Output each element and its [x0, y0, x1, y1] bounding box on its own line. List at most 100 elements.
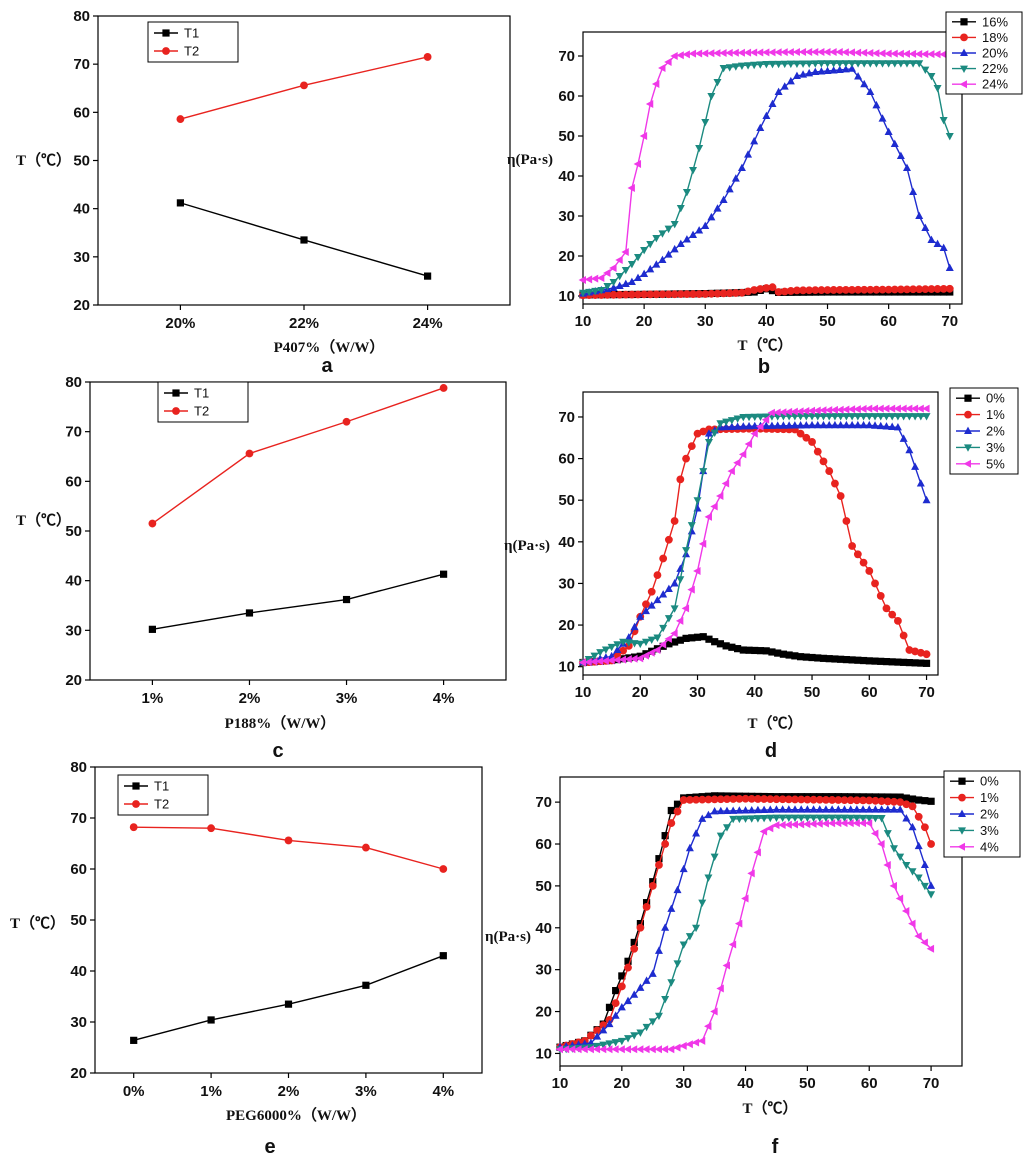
- data-point-b-3: [872, 60, 881, 68]
- data-point-f-3: [636, 1029, 645, 1037]
- data-point-d-3: [613, 641, 622, 649]
- legend-entry: 16%: [982, 14, 1008, 29]
- data-point-d-0: [751, 646, 759, 655]
- legend-swatch-marker: [960, 48, 968, 56]
- data-point-d-4: [618, 655, 627, 664]
- data-point-d-4: [716, 492, 724, 501]
- data-point-d-4: [595, 657, 604, 666]
- data-point-f-2: [828, 805, 837, 813]
- data-point-d-0: [882, 657, 891, 666]
- data-point-f-3: [760, 814, 769, 823]
- legend-swatch-marker: [162, 47, 170, 55]
- data-point-b-4: [670, 52, 678, 60]
- data-point-b-3: [707, 93, 716, 101]
- y-tick-label: 50: [535, 878, 552, 895]
- y-tick-label: 40: [558, 534, 575, 551]
- data-point-d-3: [716, 420, 725, 428]
- data-point-d-3: [922, 413, 931, 421]
- data-point-f-4: [598, 1045, 607, 1054]
- y-tick-label: 60: [73, 104, 90, 121]
- data-point-b-1: [603, 290, 612, 299]
- data-point-d-3: [704, 438, 713, 447]
- data-point-f-2: [889, 805, 898, 813]
- data-point-f-0: [636, 919, 644, 928]
- chart-b-panel-letter: b: [758, 356, 770, 378]
- data-point-b-2: [670, 244, 679, 253]
- data-point-b-4: [731, 48, 739, 57]
- data-point-b-4: [908, 49, 917, 58]
- data-point-d-0: [837, 655, 845, 663]
- data-point-f-1: [611, 999, 620, 1008]
- data-point-b-3: [609, 279, 618, 287]
- data-point-b-2: [786, 76, 795, 85]
- data-point-b-2: [878, 114, 887, 122]
- data-point-b-3: [860, 60, 869, 68]
- data-point-d-2: [813, 420, 822, 429]
- data-point-f-0: [921, 797, 929, 805]
- legend-entry: 3%: [980, 823, 999, 838]
- data-point-d-2: [659, 590, 668, 598]
- y-tick-label: 60: [70, 861, 87, 878]
- data-point-e-0: [284, 1000, 293, 1008]
- legend-entry: 1%: [980, 790, 999, 805]
- data-point-d-3: [664, 615, 673, 623]
- data-point-d-2: [641, 606, 650, 615]
- data-point-b-2: [915, 211, 924, 219]
- data-point-b-3: [719, 65, 728, 73]
- data-point-f-3: [815, 814, 824, 823]
- legend-swatch-marker: [172, 407, 180, 415]
- data-point-b-1: [646, 290, 655, 299]
- data-point-b-4: [878, 49, 886, 58]
- data-point-f-1: [766, 795, 775, 804]
- chart-b-legend: 16%18%20%22%24%: [945, 11, 1023, 95]
- chart-a-xlabel: P407%（W/W）: [274, 338, 385, 356]
- data-point-f-4: [586, 1045, 594, 1054]
- data-point-f-2: [611, 1011, 620, 1019]
- data-point-d-0: [814, 654, 822, 662]
- data-point-b-2: [805, 68, 814, 77]
- data-point-f-1: [896, 798, 905, 807]
- data-point-b-4: [859, 48, 868, 57]
- data-point-d-4: [824, 406, 833, 415]
- data-point-d-1: [676, 475, 685, 484]
- data-point-b-4: [755, 48, 764, 57]
- data-point-b-2: [847, 64, 856, 72]
- data-point-d-4: [647, 648, 655, 657]
- data-point-f-4: [889, 881, 897, 890]
- data-point-f-2: [784, 805, 793, 813]
- data-point-f-2: [636, 983, 645, 991]
- data-point-b-4: [658, 64, 666, 72]
- data-point-d-2: [636, 612, 645, 620]
- data-point-b-1: [707, 289, 716, 298]
- data-point-f-0: [618, 972, 626, 980]
- data-point-b-1: [811, 286, 820, 295]
- data-point-b-3: [921, 66, 930, 74]
- data-point-b-3: [725, 64, 734, 72]
- data-point-b-4: [817, 48, 825, 56]
- data-point-e-0: [207, 1016, 215, 1024]
- data-point-d-2: [916, 479, 925, 487]
- data-point-b-1: [719, 289, 728, 298]
- data-point-f-2: [735, 806, 744, 814]
- data-point-b-2: [664, 250, 673, 258]
- data-point-e-0: [439, 952, 447, 960]
- data-point-f-3: [611, 1039, 620, 1047]
- y-tick-label: 20: [73, 297, 90, 314]
- data-point-b-3: [701, 119, 710, 127]
- data-point-f-3: [772, 814, 781, 823]
- data-point-f-4: [654, 1045, 662, 1054]
- data-point-f-1: [741, 794, 750, 803]
- data-point-f-3: [673, 960, 682, 968]
- data-point-d-4: [710, 502, 718, 511]
- data-point-f-4: [592, 1045, 601, 1054]
- data-point-b-1: [676, 290, 685, 299]
- data-point-f-3: [877, 815, 886, 823]
- x-tick-label: 50: [804, 684, 821, 701]
- y-tick-label: 40: [65, 573, 82, 590]
- data-point-f-1: [920, 823, 929, 832]
- legend-swatch-marker: [963, 459, 971, 468]
- data-point-f-2: [747, 805, 756, 814]
- chart-d-grid: 10 20 30 40 50 60 70 10 20 30 40 50 60 70: [558, 391, 939, 701]
- data-point-b-3: [676, 205, 685, 213]
